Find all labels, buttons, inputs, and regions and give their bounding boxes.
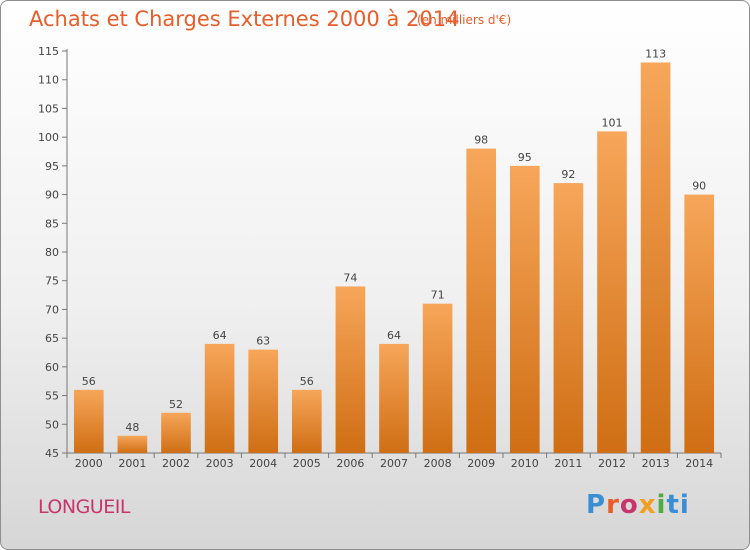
bar	[379, 343, 409, 453]
y-tick-label: 50	[45, 418, 59, 431]
bar	[684, 194, 715, 454]
data-label: 48	[125, 421, 139, 434]
x-tick-label: 2007	[380, 457, 408, 470]
data-label: 101	[602, 116, 623, 129]
chart-subtitle: (en milliers d'€)	[417, 13, 512, 27]
y-tick-label: 105	[38, 102, 59, 115]
data-label: 98	[474, 134, 488, 147]
y-tick-label: 60	[45, 361, 59, 374]
data-label: 56	[82, 375, 96, 388]
data-label: 90	[692, 180, 706, 193]
y-tick-label: 75	[45, 275, 59, 288]
y-tick-label: 110	[38, 74, 59, 87]
bar	[466, 148, 497, 453]
logo-letter: i	[656, 490, 667, 520]
x-tick-label: 2010	[511, 457, 539, 470]
logo-letter: o	[619, 490, 639, 520]
x-tick-label: 2009	[467, 457, 495, 470]
bar	[509, 165, 540, 453]
x-tick-label: 2002	[162, 457, 190, 470]
x-tick-label: 2001	[118, 457, 146, 470]
y-tick-label: 65	[45, 332, 59, 345]
y-tick-label: 100	[38, 131, 59, 144]
x-tick-label: 2011	[554, 457, 582, 470]
y-tick-label: 85	[45, 217, 59, 230]
bar	[204, 343, 235, 453]
bar	[553, 183, 584, 454]
y-tick-label: 90	[45, 189, 59, 202]
bar	[640, 62, 671, 453]
data-label: 113	[645, 47, 666, 60]
value-labels: 56 48 52 64 63 56 74 64 71 98 95 92 101 113 90	[82, 47, 706, 433]
data-label: 64	[387, 329, 401, 342]
y-tick-label: 95	[45, 160, 59, 173]
bar	[597, 131, 627, 453]
y-tick-label: 80	[45, 246, 59, 259]
x-tick-label: 2014	[685, 457, 713, 470]
x-tick-label: 2003	[206, 457, 234, 470]
y-tick-label: 45	[45, 447, 59, 460]
x-tick-label: 2006	[336, 457, 364, 470]
logo-letter: r	[606, 490, 620, 520]
x-tick-label: 2004	[249, 457, 277, 470]
x-tick-label: 2013	[642, 457, 670, 470]
data-label: 63	[256, 335, 270, 348]
bars	[73, 62, 715, 454]
bar	[291, 389, 322, 453]
y-tick-label: 55	[45, 390, 59, 403]
data-label: 92	[561, 168, 575, 181]
x-tick-label: 2008	[424, 457, 452, 470]
x-tick-label: 2005	[293, 457, 321, 470]
x-axis: 2000 2001 2002 2003 2004 2005 2006 2007 2008 2009…	[66, 452, 722, 470]
bar	[335, 286, 366, 453]
x-tick-label: 2012	[598, 457, 626, 470]
chart-title: Achats et Charges Externes 2000 à 2014	[29, 7, 460, 31]
bar	[117, 435, 148, 453]
commune-name: LONGUEIL	[38, 496, 130, 518]
bar	[73, 389, 104, 453]
proxiti-logo: Proxiti	[586, 490, 690, 520]
data-label: 74	[343, 271, 357, 284]
y-axis: 45 50 55 60 65 70 75 80 85 90 95 100 105 110 115	[38, 45, 68, 460]
data-label: 95	[518, 151, 532, 164]
y-tick-label: 115	[38, 45, 59, 58]
data-label: 52	[169, 398, 183, 411]
logo-letter: ti	[666, 490, 690, 520]
logo-letter: x	[638, 490, 657, 520]
bar	[248, 349, 279, 453]
bar	[422, 303, 453, 453]
bar	[161, 412, 191, 453]
y-tick-label: 70	[45, 303, 59, 316]
data-label: 64	[213, 329, 227, 342]
data-label: 71	[431, 289, 445, 302]
x-tick-label: 2000	[75, 457, 103, 470]
data-label: 56	[300, 375, 314, 388]
logo-letter: P	[586, 490, 607, 520]
